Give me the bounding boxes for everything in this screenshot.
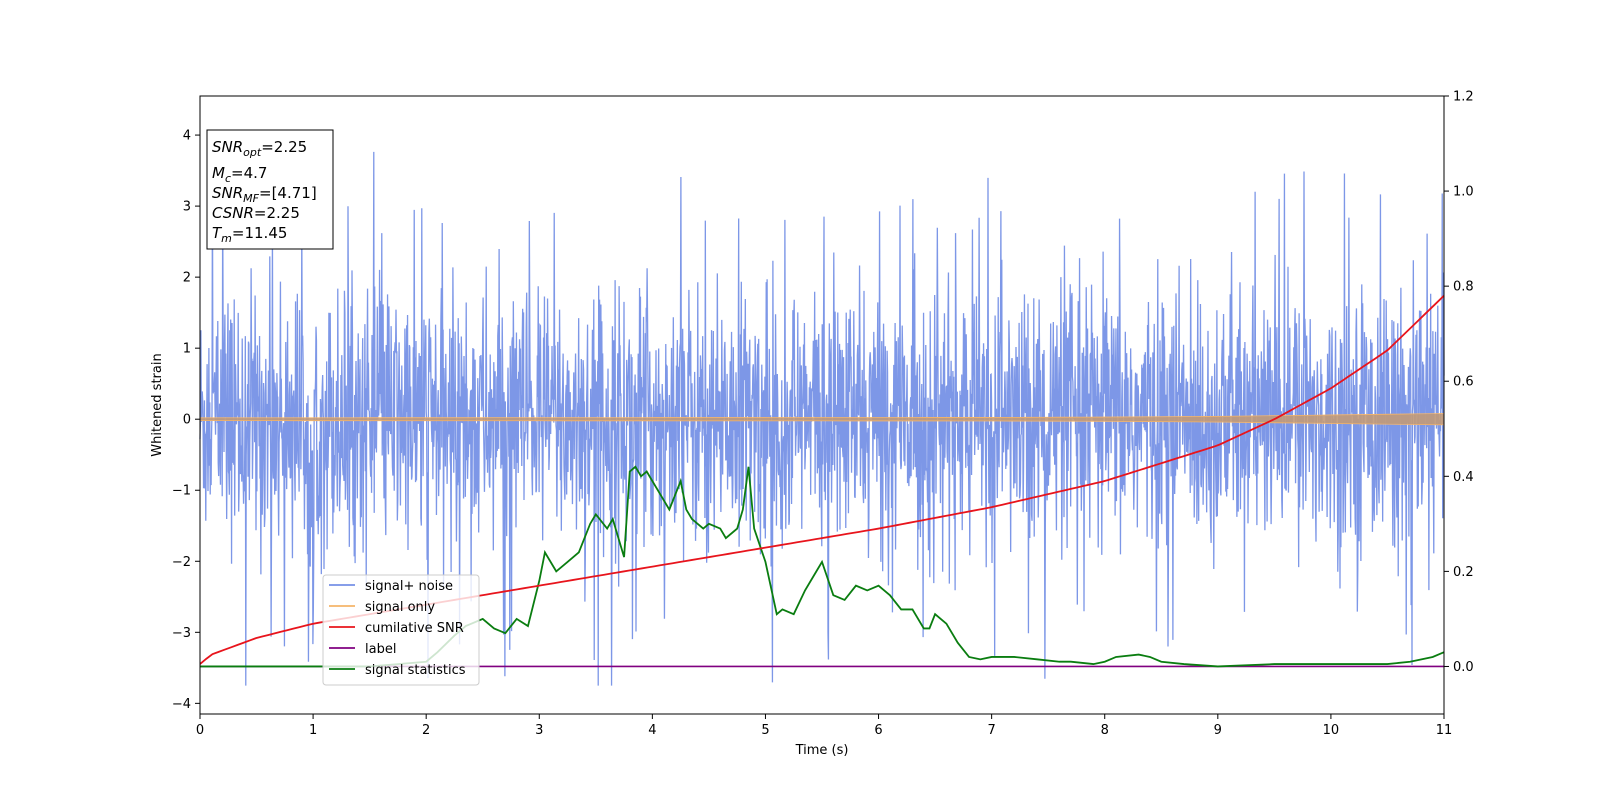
legend-entry: cumilative SNR <box>365 621 464 636</box>
info-mc-value: =4.7 <box>231 164 267 182</box>
info-tm: Tm=11.45 <box>212 224 287 245</box>
axes-frame <box>199 95 1445 715</box>
series-signal-statistics <box>200 465 1445 668</box>
y-tick-label: 3 <box>183 200 191 215</box>
x-tick-label: 0 <box>196 723 204 738</box>
y2-axis-ticks: 0.0 0.2 0.4 0.6 0.8 1.0 1.2 <box>1444 90 1474 675</box>
legend-entry: signal only <box>365 600 435 615</box>
y-tick-label: 0 <box>183 413 191 428</box>
y-axis-ticks: −4 −3 −2 −1 0 1 2 3 4 <box>172 129 200 712</box>
y2-tick-label: 0.4 <box>1453 470 1474 485</box>
signal-noise-layer <box>199 151 1445 686</box>
y-tick-label: 4 <box>183 129 191 144</box>
info-snr-opt-value: =2.25 <box>261 138 307 156</box>
legend-entry: signal statistics <box>365 663 466 678</box>
info-box: SNRopt=2.25 Mc=4.7 SNRMF=[4.71] CSNR=2.2… <box>206 129 334 250</box>
x-tick-label: 11 <box>1436 723 1453 738</box>
info-snr-opt: SNRopt=2.25 <box>212 138 307 159</box>
y-tick-label: −4 <box>172 697 191 712</box>
y2-tick-label: 0.6 <box>1453 375 1474 390</box>
y-tick-label: −1 <box>172 484 191 499</box>
info-tm-value: =11.45 <box>232 224 288 242</box>
y-axis-label: Whitened strain <box>150 353 165 456</box>
info-csnr-value: =2.25 <box>254 204 300 222</box>
x-tick-label: 9 <box>1214 723 1222 738</box>
x-tick-label: 6 <box>874 723 882 738</box>
x-tick-label: 5 <box>761 723 769 738</box>
y2-tick-label: 1.0 <box>1453 185 1474 200</box>
y2-tick-label: 0.2 <box>1453 565 1474 580</box>
x-tick-label: 7 <box>987 723 995 738</box>
legend: signal+ noise signal only cumilative SNR la… <box>322 574 480 686</box>
y2-tick-label: 0.8 <box>1453 280 1474 295</box>
y-tick-label: −2 <box>172 555 191 570</box>
legend-entry: label <box>365 642 396 657</box>
info-snr-mf: SNRMF=[4.71] <box>212 184 317 205</box>
x-axis-ticks: 0 1 2 3 4 5 6 7 8 9 10 11 <box>196 714 1452 738</box>
y-tick-label: −3 <box>172 626 191 641</box>
info-csnr: CSNR=2.25 <box>212 204 300 222</box>
y2-tick-label: 1.2 <box>1453 90 1474 105</box>
y-tick-label: 2 <box>183 271 191 286</box>
legend-entry: signal+ noise <box>365 579 453 594</box>
x-tick-label: 8 <box>1101 723 1109 738</box>
legend-frame <box>322 574 480 686</box>
x-tick-label: 1 <box>309 723 317 738</box>
x-tick-label: 10 <box>1323 723 1340 738</box>
x-tick-label: 3 <box>535 723 543 738</box>
info-snr-mf-value: =[4.71] <box>259 184 317 202</box>
info-mc: Mc=4.7 <box>212 164 267 185</box>
x-tick-label: 2 <box>422 723 430 738</box>
x-tick-label: 4 <box>648 723 656 738</box>
info-box-frame <box>206 129 334 250</box>
x-axis-label: Time (s) <box>795 743 849 758</box>
y2-tick-label: 0.0 <box>1453 660 1474 675</box>
y-tick-label: 1 <box>183 342 191 357</box>
series-signal-noise <box>199 151 1445 686</box>
